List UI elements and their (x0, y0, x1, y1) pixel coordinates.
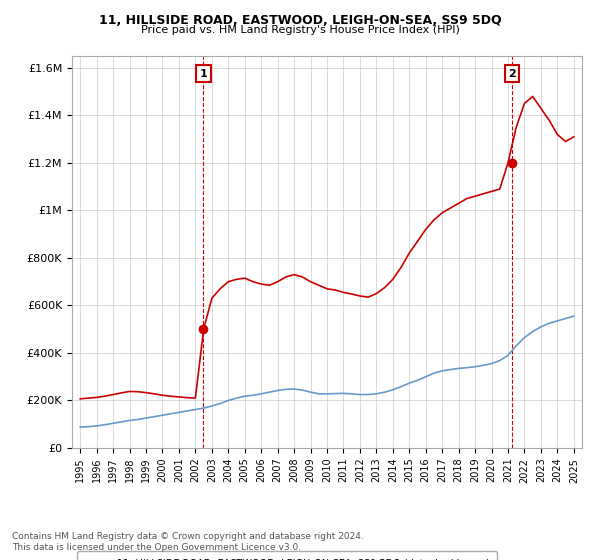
Text: 1: 1 (200, 69, 208, 78)
Text: Price paid vs. HM Land Registry's House Price Index (HPI): Price paid vs. HM Land Registry's House … (140, 25, 460, 35)
Text: 2: 2 (508, 69, 516, 78)
Legend: 11, HILLSIDE ROAD, EASTWOOD, LEIGH-ON-SEA, SS9 5DQ (detached house), HPI: Averag: 11, HILLSIDE ROAD, EASTWOOD, LEIGH-ON-SE… (77, 551, 497, 560)
Text: Contains HM Land Registry data © Crown copyright and database right 2024.
This d: Contains HM Land Registry data © Crown c… (12, 532, 364, 552)
Text: 11, HILLSIDE ROAD, EASTWOOD, LEIGH-ON-SEA, SS9 5DQ: 11, HILLSIDE ROAD, EASTWOOD, LEIGH-ON-SE… (98, 14, 502, 27)
